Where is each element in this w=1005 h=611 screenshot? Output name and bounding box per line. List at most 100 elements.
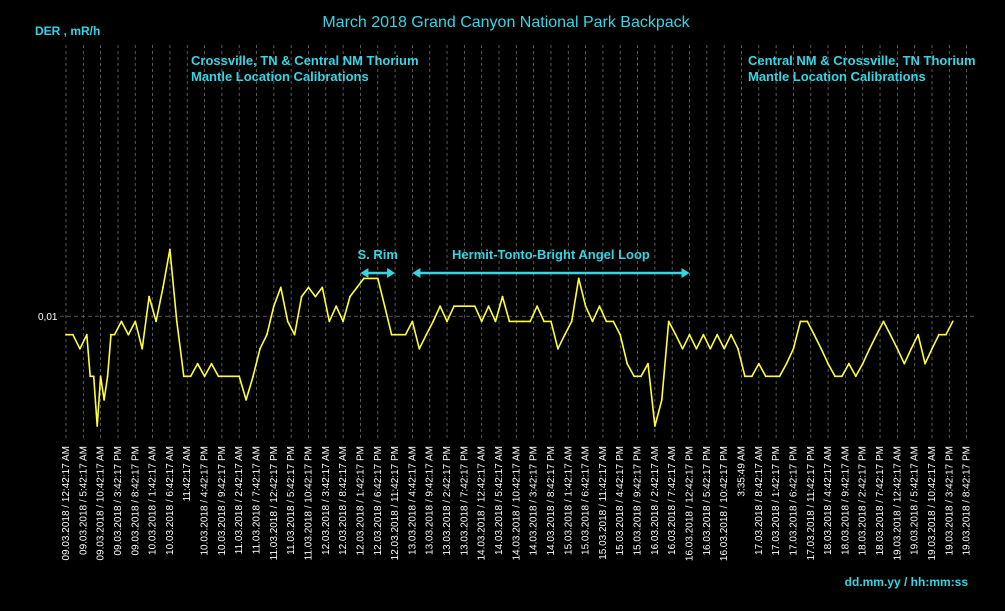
annotation-text: Mantle Location Calibrations (748, 69, 926, 84)
data-point (397, 333, 400, 336)
data-point (771, 375, 774, 378)
data-point (841, 375, 843, 378)
data-point (96, 425, 99, 427)
data-point (591, 320, 594, 323)
x-tick-label: 3:35:49 AM (736, 446, 747, 497)
data-point (813, 333, 816, 336)
data-point (674, 333, 677, 336)
x-axis-ticks: 09.03.2018 / 12:42:17 AM 09.03.2018 / 5:4… (61, 446, 973, 561)
x-tick-label: 16.03.2018 / 2:42:17 AM (650, 446, 661, 555)
annotation-arrowhead-right (681, 268, 690, 278)
x-tick-label: 12.03.2018 / 6:42:17 PM (373, 446, 384, 556)
data-point (896, 347, 899, 350)
x-tick-label: 18.03.2018 / 4:42:17 AM (823, 446, 834, 555)
x-tick-label: 09.03.2018 / 8:42:17 PM (130, 446, 141, 556)
data-point (113, 333, 116, 336)
x-tick-label: 16.03.2018 / 7:42:17 AM (667, 446, 678, 555)
x-tick-label: 15.03.2018 / 6:42:17 AM (581, 446, 592, 555)
data-point (570, 320, 573, 323)
data-point (938, 333, 940, 336)
data-point (861, 362, 864, 365)
data-point (688, 333, 691, 336)
data-point (945, 333, 947, 336)
data-point (328, 320, 331, 323)
data-point (175, 320, 178, 323)
x-tick-label: 17.03.2018 / 6:42:17 PM (788, 446, 799, 556)
x-tick-label: 14.03.2018 / 8:42:17 PM (546, 446, 557, 556)
data-point (245, 399, 248, 401)
x-tick-label: 12.03.2018 / 3:42:17 AM (321, 446, 332, 555)
x-tick-label: 10.03.2018 / 4:42:17 PM (200, 446, 211, 556)
data-point (418, 347, 421, 350)
x-tick-label: 19.03.2018 / 12:42:17 AM (892, 446, 903, 561)
data-point (453, 305, 455, 308)
data-point (335, 305, 338, 308)
data-point (598, 305, 601, 308)
data-point (224, 375, 227, 378)
data-point (882, 320, 885, 323)
data-point (266, 333, 268, 336)
x-tick-label: 11.03.2018 / 5:42:17 PM (286, 446, 297, 555)
x-tick-label: 09.03.2018 / 5:42:17 AM (78, 446, 89, 555)
data-point (757, 362, 760, 365)
data-point (654, 425, 656, 427)
annotations: Crossville, TN & Central NM ThoriumMantl… (191, 53, 976, 278)
x-tick-label: 12.03.2018 / 11:42:17 PM (390, 446, 401, 560)
data-point (848, 362, 850, 365)
data-point (903, 362, 906, 365)
x-tick-label: 11.03.2018 / 2:42:17 AM (234, 446, 245, 554)
x-tick-label: 09.03.2018 / 10:42:17 AM (96, 446, 107, 561)
data-point (619, 333, 622, 336)
data-point (778, 375, 781, 378)
annotation-arrowhead-left (412, 268, 421, 278)
x-tick-label: 19.03.2018 / 5:42:17 AM (910, 446, 921, 555)
data-point (723, 347, 726, 350)
data-point (203, 375, 206, 378)
x-tick-label: 09.03.2018 / 12:42:17 AM (61, 446, 72, 561)
x-tick-label: 18.03.2018 / 9:42:17 AM (840, 446, 851, 555)
x-tick-label: 17.03.2018 / 1:42:17 PM (771, 446, 782, 556)
data-point (272, 305, 275, 308)
data-point (321, 286, 324, 289)
y-axis-ticks: 0,01 (38, 312, 58, 323)
x-tick-label: 14.03.2018 / 12:42:17 AM (477, 446, 488, 561)
data-point (217, 375, 220, 378)
data-point (501, 295, 504, 298)
data-point (356, 286, 358, 289)
data-point (480, 320, 483, 323)
data-point (425, 333, 428, 336)
data-point (376, 277, 379, 280)
data-point (369, 277, 372, 280)
annotation-text: Mantle Location Calibrations (191, 69, 369, 84)
annotation-label: Hermit-Tonto-Bright Angel Loop (452, 247, 650, 262)
data-point (508, 320, 511, 323)
x-tick-label: 16.03.2018 / 12:42:17 PM (685, 446, 696, 561)
x-tick-label: 14.03.2018 / 5:42:17 AM (494, 446, 505, 555)
chart-title: March 2018 Grand Canyon National Park Ba… (322, 14, 690, 31)
x-tick-label: 15.03.2018 / 4:42:17 PM (615, 446, 626, 556)
data-point (854, 375, 857, 378)
data-point (522, 320, 525, 323)
data-point (910, 347, 913, 350)
y-axis-label: DER , mR/h (35, 24, 100, 38)
data-point (210, 362, 213, 365)
x-tick-label: 10.03.2018 / 9:42:17 PM (217, 446, 228, 556)
x-tick-label: 13.03.2018 / 7:42:17 PM (459, 446, 470, 556)
x-tick-label: 13.03.2018 / 2:42:17 PM (442, 446, 453, 556)
data-point (300, 295, 303, 298)
data-point (529, 320, 532, 323)
data-point (363, 277, 365, 280)
x-tick-label: 11.03.2018 / 7:42:17 AM (252, 446, 263, 554)
data-point (550, 320, 552, 323)
x-tick-label: 17.03.2018 / 8:42:17 AM (754, 446, 765, 555)
x-tick-label: 10.03.2018 / 6:42:17 AM (165, 446, 176, 555)
data-point (466, 305, 469, 308)
data-point (103, 399, 105, 401)
data-point (120, 320, 123, 323)
data-point (383, 305, 386, 308)
data-point (286, 320, 289, 323)
data-point (515, 320, 518, 323)
data-point (584, 305, 587, 308)
data-point (737, 347, 739, 350)
